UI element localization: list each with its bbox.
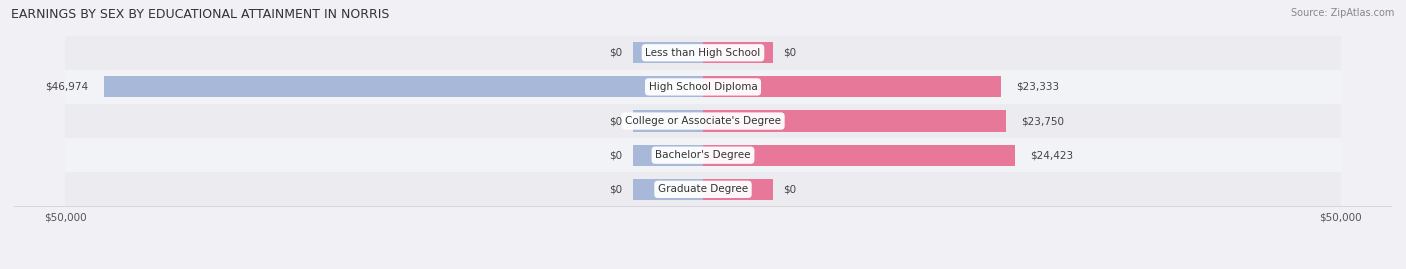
Bar	[703, 145, 1015, 166]
Bar	[703, 42, 773, 63]
Text: EARNINGS BY SEX BY EDUCATIONAL ATTAINMENT IN NORRIS: EARNINGS BY SEX BY EDUCATIONAL ATTAINMEN…	[11, 8, 389, 21]
Bar	[65, 36, 1341, 70]
Bar	[633, 179, 703, 200]
Bar	[703, 179, 773, 200]
Text: Bachelor's Degree: Bachelor's Degree	[655, 150, 751, 160]
Text: $46,974: $46,974	[45, 82, 89, 92]
Text: College or Associate's Degree: College or Associate's Degree	[626, 116, 780, 126]
Text: Graduate Degree: Graduate Degree	[658, 184, 748, 194]
Bar	[633, 111, 703, 132]
Bar	[703, 111, 1007, 132]
Text: $0: $0	[609, 150, 623, 160]
Bar	[65, 70, 1341, 104]
Bar	[703, 76, 1001, 97]
Bar	[633, 145, 703, 166]
Bar	[65, 172, 1341, 206]
Text: $0: $0	[609, 184, 623, 194]
Bar	[65, 104, 1341, 138]
Text: Less than High School: Less than High School	[645, 48, 761, 58]
Bar	[65, 138, 1341, 172]
Bar	[633, 42, 703, 63]
Text: $0: $0	[609, 48, 623, 58]
Bar	[104, 76, 703, 97]
Text: $23,750: $23,750	[1021, 116, 1064, 126]
Text: $24,423: $24,423	[1031, 150, 1073, 160]
Text: $0: $0	[783, 184, 797, 194]
Text: $23,333: $23,333	[1017, 82, 1059, 92]
Text: Source: ZipAtlas.com: Source: ZipAtlas.com	[1291, 8, 1395, 18]
Text: High School Diploma: High School Diploma	[648, 82, 758, 92]
Text: $0: $0	[609, 116, 623, 126]
Text: $0: $0	[783, 48, 797, 58]
